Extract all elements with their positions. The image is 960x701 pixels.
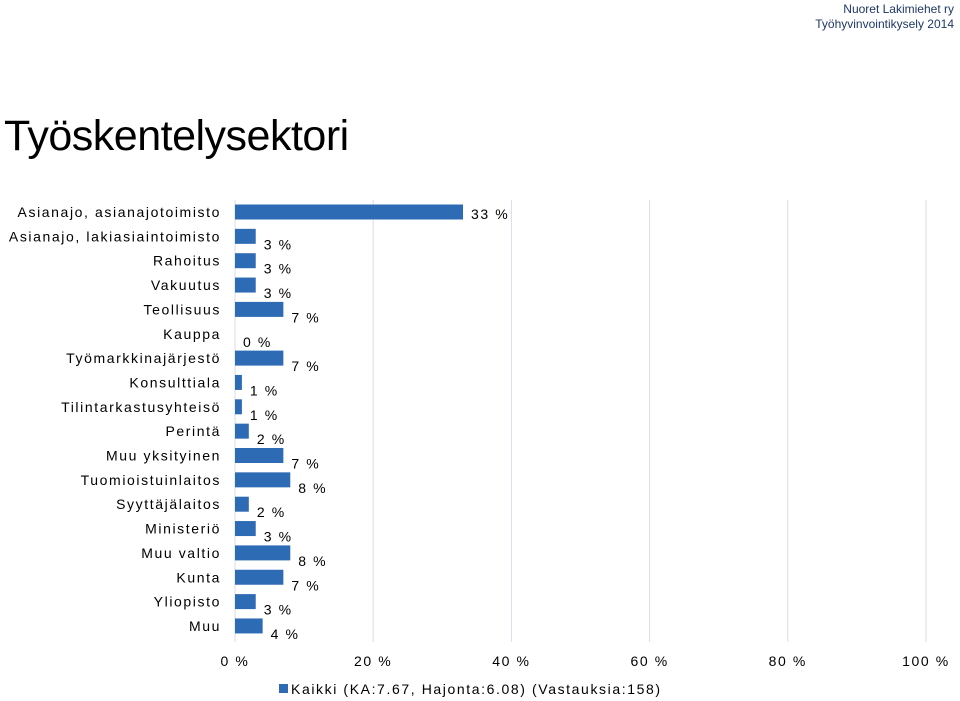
x-tick-label: 20 % (354, 653, 392, 669)
category-label: Vakuutus (151, 277, 221, 293)
value-label: 2 % (257, 504, 286, 520)
bar (235, 301, 284, 317)
bar (235, 618, 263, 634)
bars (235, 204, 464, 634)
category-label: Yliopisto (154, 594, 221, 610)
bar (235, 253, 256, 269)
value-label: 7 % (291, 309, 320, 325)
bar (235, 569, 284, 585)
survey-name: Työhyvinvointikysely 2014 (815, 17, 954, 31)
value-label: 3 % (264, 529, 293, 545)
bar (235, 204, 464, 220)
category-label: Muu yksityinen (106, 448, 221, 464)
category-label: Syyttäjälaitos (116, 496, 221, 512)
bar (235, 350, 284, 366)
value-label: 7 % (291, 456, 320, 472)
category-label: Tilintarkastusyhteisö (61, 399, 221, 415)
value-label: 3 % (264, 236, 293, 252)
bar (235, 496, 249, 512)
x-tick-label: 40 % (492, 653, 530, 669)
value-label: 1 % (250, 407, 279, 423)
category-label: Muu (189, 618, 221, 634)
value-label: 4 % (271, 626, 300, 642)
bar (235, 423, 249, 439)
category-labels: Asianajo, asianajotoimisto Asianajo, laki… (9, 204, 221, 634)
value-label: 3 % (264, 602, 293, 618)
value-label: 33 % (471, 206, 509, 222)
value-label: 8 % (298, 553, 327, 569)
category-label: Kauppa (163, 326, 221, 342)
category-label: Työmarkkinajärjestö (66, 350, 221, 366)
bar (235, 228, 256, 244)
x-tick-label: 100 % (902, 653, 950, 669)
value-label: 7 % (291, 358, 320, 374)
value-label: 3 % (264, 261, 293, 277)
category-label: Konsulttiala (129, 374, 221, 390)
value-label: 1 % (250, 382, 279, 398)
x-tick-label: 60 % (630, 653, 668, 669)
bar (235, 277, 256, 293)
bar (235, 545, 291, 561)
bar (235, 594, 256, 610)
value-label: 2 % (257, 431, 286, 447)
category-label: Rahoitus (153, 253, 221, 269)
legend-label: Kaikki (KA:7.67, Hajonta:6.08) (Vastauks… (291, 681, 662, 697)
legend: Kaikki (KA:7.67, Hajonta:6.08) (Vastauks… (279, 681, 662, 697)
value-label: 3 % (264, 285, 293, 301)
x-tick-label: 80 % (769, 653, 807, 669)
page-title: Työskentelysektori (4, 112, 349, 160)
bar (235, 399, 242, 415)
bar (235, 448, 284, 463)
value-label: 8 % (298, 480, 327, 496)
legend-swatch (279, 684, 288, 693)
header-org-info: Nuoret Lakimiehet ry Työhyvinvointikysel… (815, 2, 954, 32)
category-label: Kunta (176, 569, 221, 585)
category-label: Tuomioistuinlaitos (81, 472, 221, 488)
x-tick-labels: 0 % 20 % 40 % 60 % 80 % 100 % (221, 653, 950, 669)
category-label: Muu valtio (141, 545, 221, 561)
category-label: Teollisuus (144, 301, 221, 317)
value-label: 7 % (291, 577, 320, 593)
category-label: Asianajo, asianajotoimisto (18, 204, 221, 220)
value-label: 0 % (243, 334, 272, 350)
value-labels: 33 % 3 % 3 % 3 % 7 % 0 % 7 % 1 % 1 % 2 % 7 % 8 % 2 %… (243, 206, 509, 642)
bar (235, 472, 291, 488)
category-label: Ministeriö (145, 521, 221, 537)
grid-lines (234, 200, 927, 642)
category-label: Asianajo, lakiasiaintoimisto (9, 228, 221, 244)
bar (235, 521, 256, 537)
x-tick-label: 0 % (221, 653, 250, 669)
category-label: Perintä (165, 423, 221, 439)
bar (235, 374, 242, 390)
org-name: Nuoret Lakimiehet ry (843, 2, 954, 16)
